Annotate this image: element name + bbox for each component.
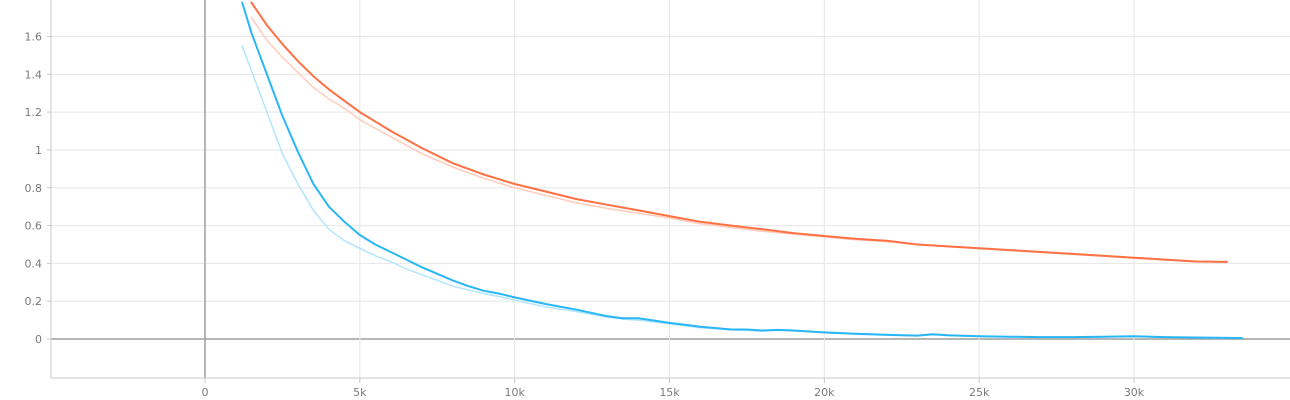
tick-labels: 0 0.2 0.4 0.6 0.8 1 1.2 1.4 1.6 0 5k 10k 15k 20k 25k 30… bbox=[25, 31, 1145, 400]
x-tick-label: 25k bbox=[969, 386, 990, 399]
grid bbox=[51, 0, 1290, 378]
series-1-line bbox=[241, 1, 1244, 340]
x-tick-label: 5k bbox=[353, 386, 367, 399]
x-tick-label: 15k bbox=[659, 386, 680, 399]
x-tick-label: 0 bbox=[202, 386, 209, 399]
x-tick-label: 20k bbox=[814, 386, 835, 399]
y-tick-label: 0.8 bbox=[25, 182, 43, 195]
y-tick-label: 1.6 bbox=[25, 31, 43, 44]
x-tick-label: 10k bbox=[504, 386, 525, 399]
series-0-line bbox=[250, 1, 1228, 263]
x-tick-label: 30k bbox=[1124, 386, 1145, 399]
axes bbox=[47, 0, 1290, 383]
y-tick-label: 0.2 bbox=[25, 295, 43, 308]
y-tick-label: 0.4 bbox=[25, 257, 43, 270]
y-tick-label: 1.4 bbox=[25, 68, 43, 81]
y-tick-label: 1 bbox=[35, 144, 42, 157]
series-1-raw-line bbox=[241, 45, 1244, 339]
y-tick-label: 1.2 bbox=[25, 106, 43, 119]
y-tick-label: 0.6 bbox=[25, 220, 43, 233]
y-tick-label: 0 bbox=[35, 333, 42, 346]
series-group bbox=[241, 1, 1244, 340]
